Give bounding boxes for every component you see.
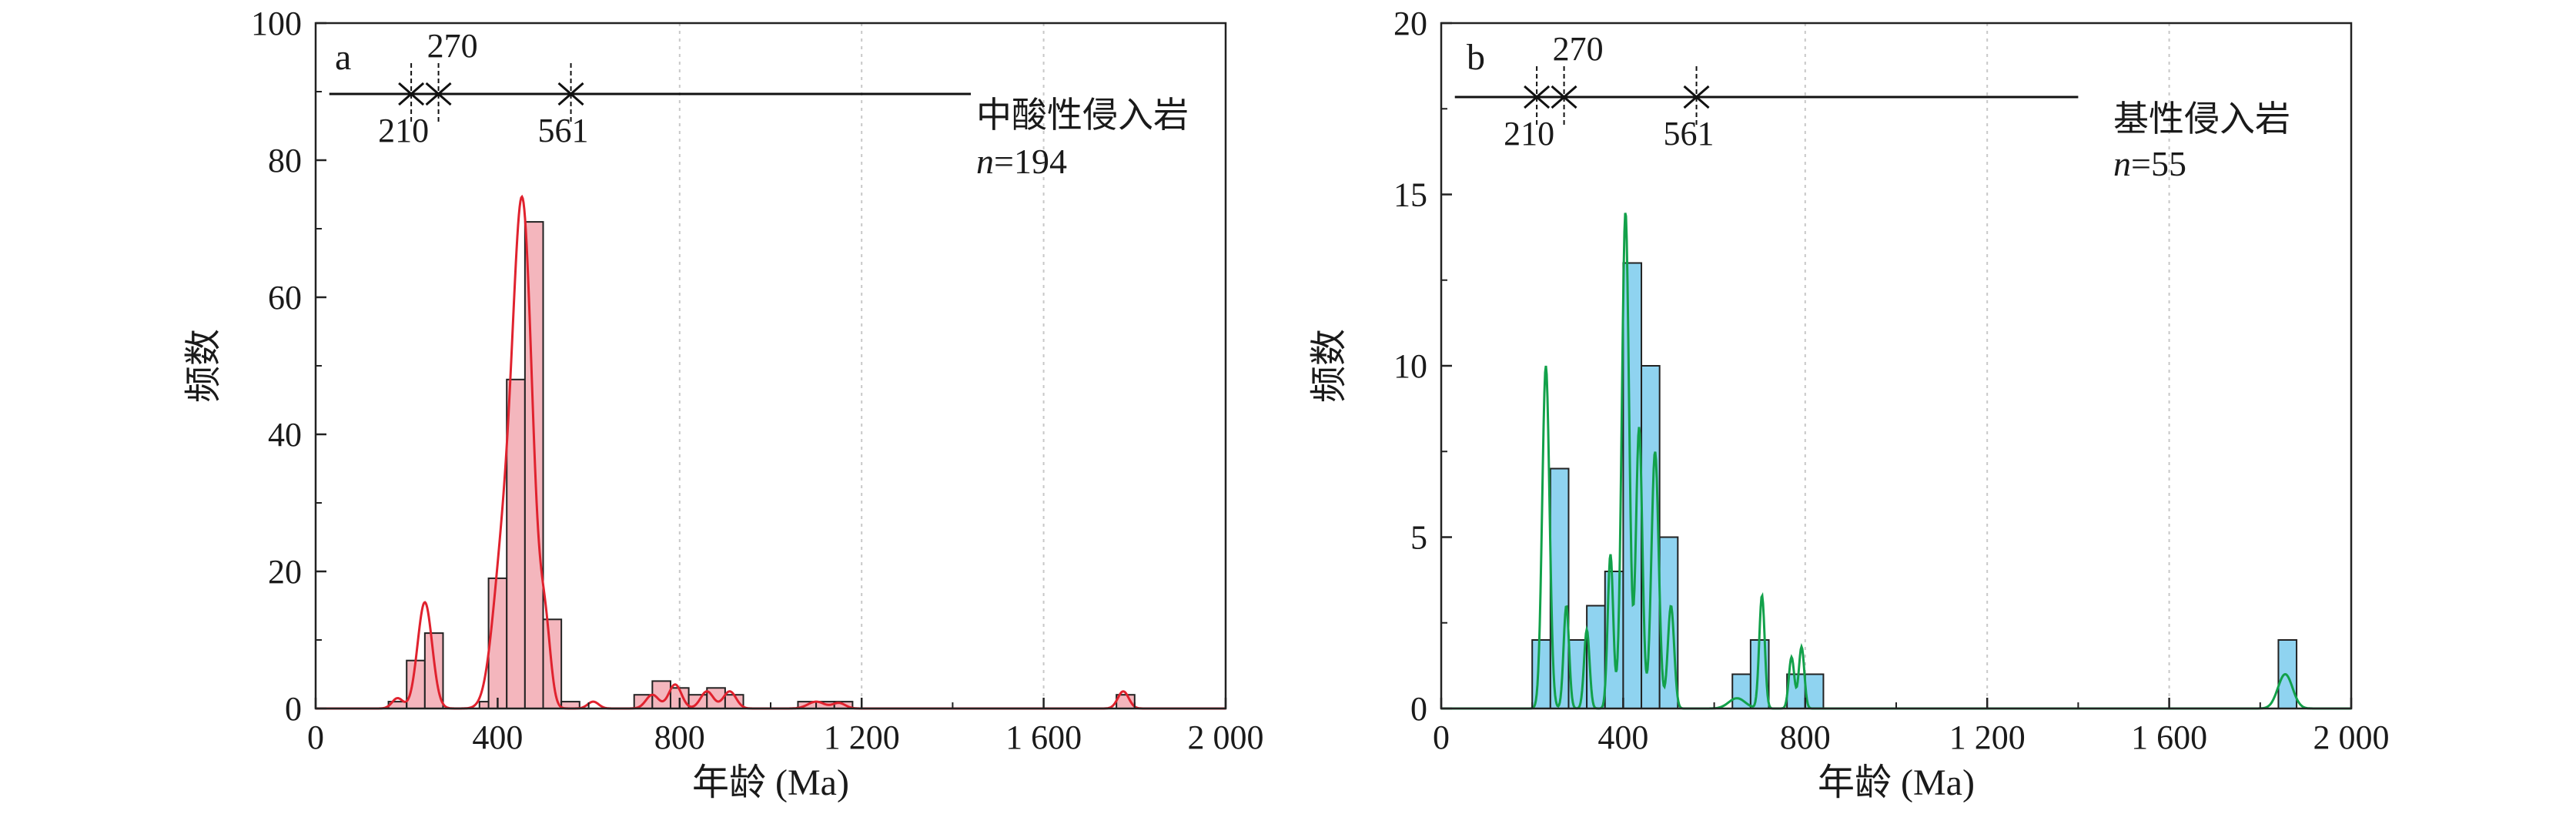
x-tick-label: 400	[1597, 719, 1648, 756]
age-marker	[398, 82, 425, 106]
x-tick-label: 0	[1433, 719, 1450, 756]
x-tick-label: 400	[472, 719, 523, 756]
marker-label: 210	[1504, 115, 1554, 152]
age-marker	[425, 82, 452, 106]
y-tick-label: 20	[268, 553, 302, 591]
x-tick-label: 800	[654, 719, 705, 756]
x-tick-label: 1 200	[824, 719, 900, 756]
y-tick-label: 80	[268, 142, 302, 179]
y-tick-label: 100	[251, 5, 302, 42]
marker-label: 561	[538, 112, 589, 149]
marker-label: 270	[427, 27, 478, 65]
marker-label: 561	[1664, 115, 1715, 152]
histogram-bar	[487, 577, 508, 710]
x-axis-title: 年龄 (Ma)	[1818, 762, 1975, 803]
marker-label: 210	[378, 112, 429, 149]
age-marker	[1524, 85, 1551, 109]
age-marker	[1551, 85, 1577, 109]
panel-letter: a	[335, 37, 351, 78]
y-tick-label: 20	[1393, 5, 1427, 42]
x-tick-label: 2 000	[1188, 719, 1264, 756]
age-marker	[557, 82, 584, 106]
y-tick-label: 0	[285, 690, 302, 728]
panel-b: 0 400 800 1 200 1 600 2 000 0 5 10 15 20 年龄 (Ma) 频数 b…	[1309, 5, 2390, 803]
marker-label: 270	[1553, 30, 1604, 68]
y-tick-label: 15	[1393, 176, 1427, 214]
y-tick-label: 10	[1393, 347, 1427, 385]
density-curve	[316, 194, 1226, 710]
x-tick-label: 2 000	[2313, 719, 2390, 756]
y-tick-label: 40	[268, 416, 302, 454]
y-tick-label: 60	[268, 279, 302, 317]
x-axis-title: 年龄 (Ma)	[692, 762, 849, 803]
density-curve	[1441, 213, 2351, 710]
x-tick-label: 0	[307, 719, 324, 756]
age-marker	[1683, 85, 1710, 109]
panel-letter: b	[1467, 37, 1485, 78]
rock-type-label: 中酸性侵入岩	[976, 95, 1189, 135]
y-tick-label: 5	[1410, 519, 1427, 557]
panel-a: 0 400 800 1 200 1 600 2 000 0 20 40 60 80 100 年龄 (Ma…	[183, 5, 1264, 803]
x-tick-label: 1 600	[1005, 719, 1082, 756]
x-tick-label: 1 200	[1949, 719, 2026, 756]
sample-count: n=55	[2113, 144, 2186, 183]
rock-type-label: 基性侵入岩	[2113, 99, 2290, 139]
y-axis-title: 频数	[1309, 329, 1350, 403]
sample-count: n=194	[976, 142, 1067, 181]
histogram-bar	[1531, 639, 1551, 709]
y-axis-title: 频数	[183, 329, 224, 403]
x-tick-label: 800	[1780, 719, 1831, 756]
y-tick-label: 0	[1410, 690, 1427, 728]
x-tick-label: 1 600	[2131, 719, 2207, 756]
histogram-bar	[506, 378, 526, 709]
histogram-bar	[1622, 262, 1643, 709]
